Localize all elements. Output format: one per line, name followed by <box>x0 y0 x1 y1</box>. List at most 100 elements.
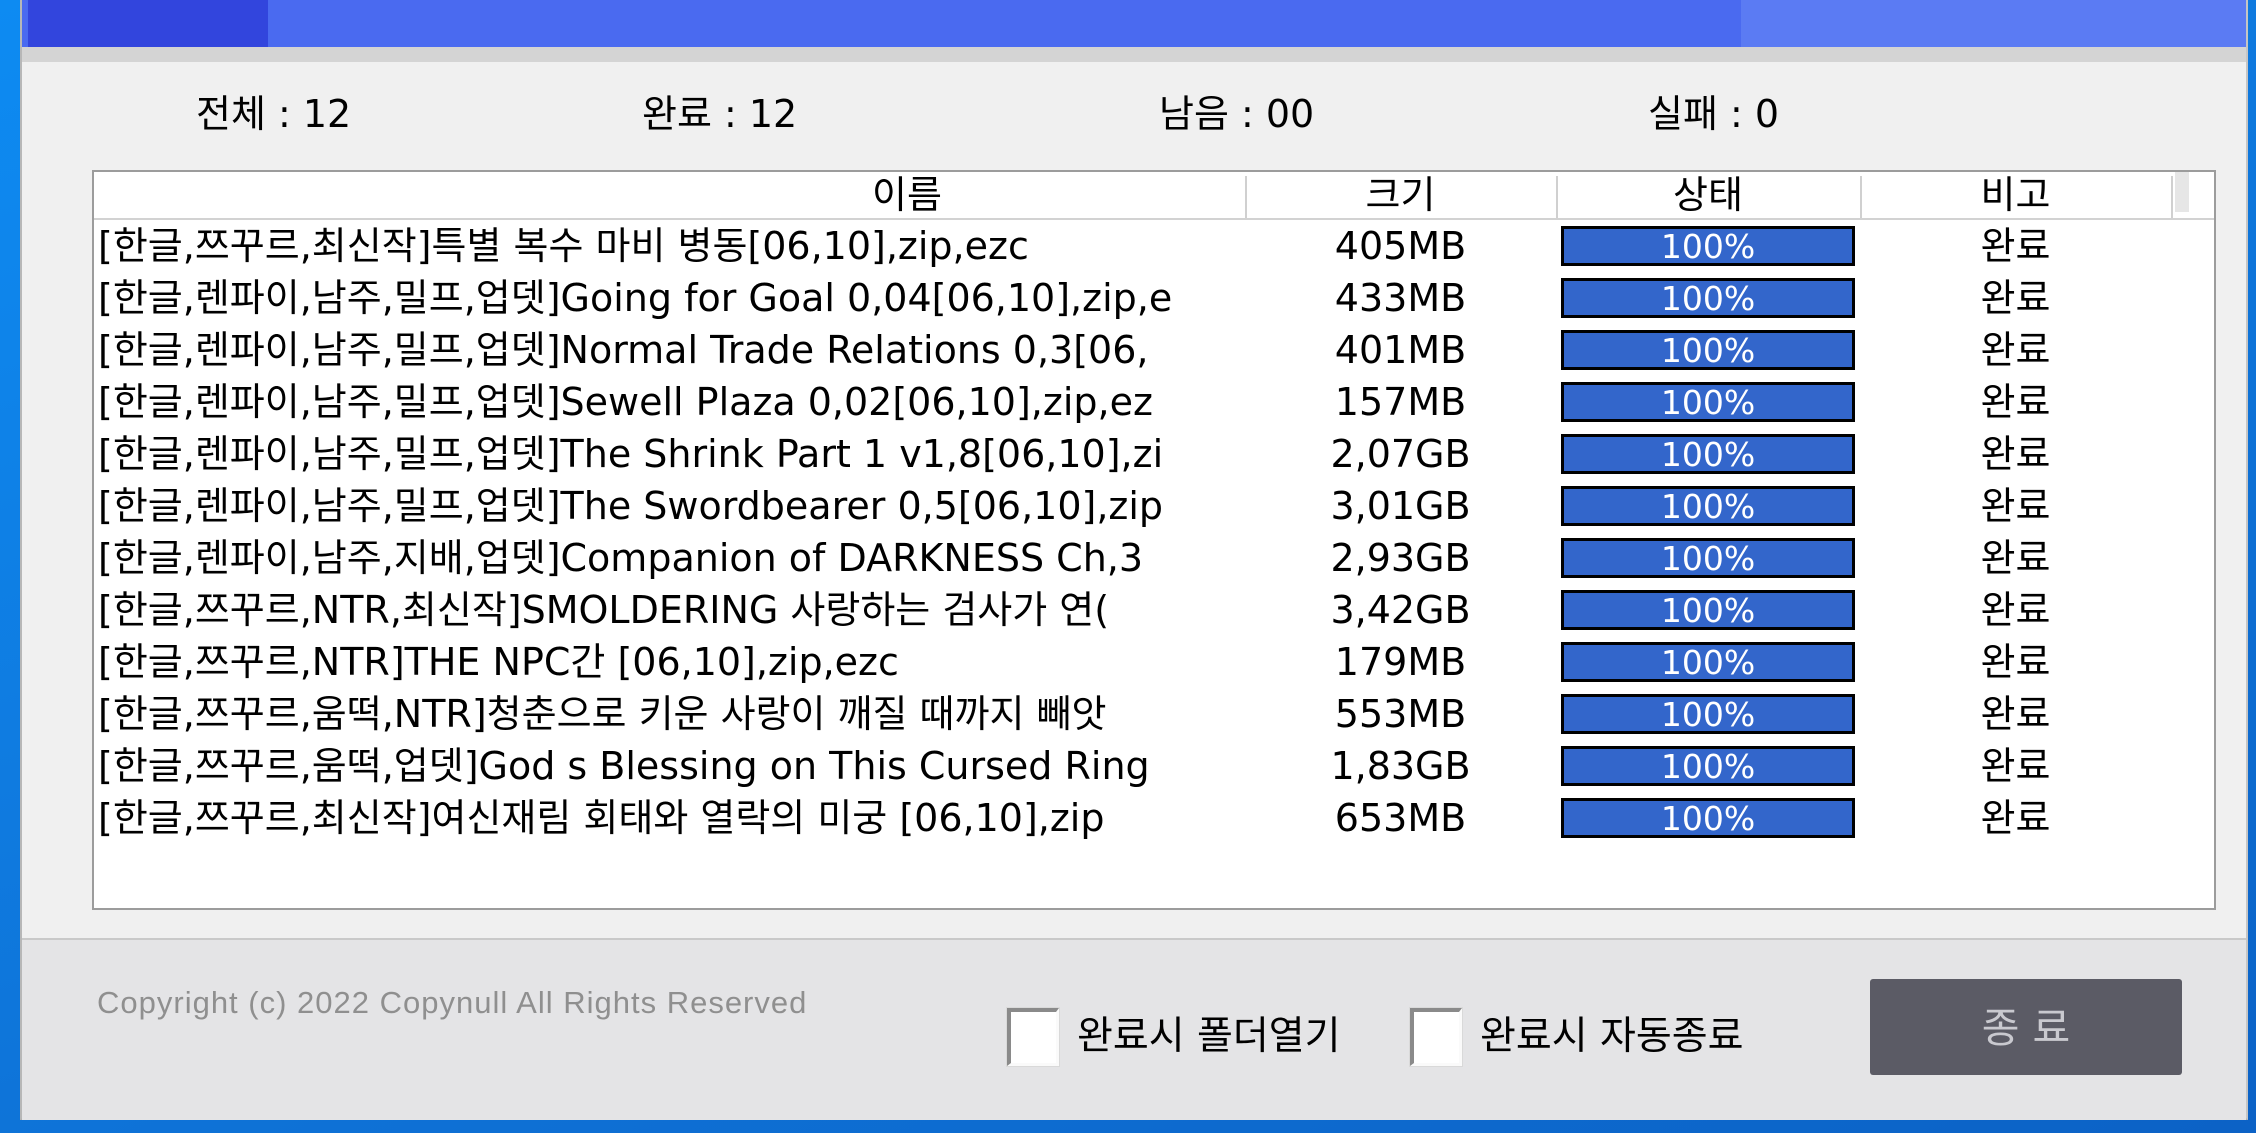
cell-status: 100% <box>1556 324 1860 376</box>
progress-bar: 100% <box>1561 382 1855 422</box>
table-row[interactable]: [한글,쯔꾸르,NTR]THE NPC간 [06,10],zip,ezc 179… <box>94 636 2214 688</box>
progress-bar: 100% <box>1561 746 1855 786</box>
cell-size: 401MB <box>1334 328 1467 372</box>
progress-bar: 100% <box>1561 642 1855 682</box>
cell-status: 100% <box>1556 480 1860 532</box>
cell-name: [한글,쯔꾸르,NTR,최신작]SMOLDERING 사랑하는 검사가 연( <box>98 588 1110 632</box>
checkbox-open-folder-box <box>1007 1008 1059 1066</box>
cell-size: 2,07GB <box>1330 432 1471 476</box>
cell-name: [한글,렌파이,남주,밀프,업뎃]Sewell Plaza 0,02[06,10… <box>98 380 1153 424</box>
table-row[interactable]: [한글,렌파이,남주,밀프,업뎃]Sewell Plaza 0,02[06,10… <box>94 376 2214 428</box>
cell-status: 100% <box>1556 740 1860 792</box>
cell-size: 653MB <box>1334 796 1467 840</box>
cell-name: [한글,쯔꾸르,NTR]THE NPC간 [06,10],zip,ezc <box>98 640 899 684</box>
cell-size: 433MB <box>1334 276 1467 320</box>
header-divider <box>1860 176 1862 218</box>
cell-remark: 완료 <box>1980 380 2051 424</box>
table-row[interactable]: [한글,쯔꾸르,최신작]여신재림 회태와 열락의 미궁 [06,10],zip … <box>94 792 2214 844</box>
footer-panel: Copyright (c) 2022 Copynull All Rights R… <box>22 938 2246 1120</box>
progress-bar: 100% <box>1561 590 1855 630</box>
stat-complete: 완료 : 12 <box>642 92 798 136</box>
progress-bar: 100% <box>1561 486 1855 526</box>
cell-remark: 완료 <box>1980 276 2051 320</box>
cell-status: 100% <box>1556 532 1860 584</box>
cell-remark: 완료 <box>1980 640 2051 684</box>
progress-bar-label: 100% <box>1660 643 1756 682</box>
cell-size: 3,42GB <box>1330 588 1471 632</box>
cell-status: 100% <box>1556 428 1860 480</box>
cell-status: 100% <box>1556 376 1860 428</box>
cell-name: [한글,렌파이,남주,지배,업뎃]Companion of DARKNESS C… <box>98 536 1144 580</box>
cell-remark: 완료 <box>1980 328 2051 372</box>
cell-size: 157MB <box>1334 380 1467 424</box>
cell-status: 100% <box>1556 792 1860 844</box>
cell-remark: 완료 <box>1980 224 2051 268</box>
cell-remark: 완료 <box>1980 536 2051 580</box>
stat-remaining: 남음 : 00 <box>1159 92 1315 136</box>
header-remark[interactable]: 비고 <box>1980 173 2051 217</box>
table-row[interactable]: [한글,렌파이,남주,밀프,업뎃]The Swordbearer 0,5[06,… <box>94 480 2214 532</box>
progress-bar: 100% <box>1561 538 1855 578</box>
table-row[interactable]: [한글,렌파이,남주,밀프,업뎃]Going for Goal 0,04[06,… <box>94 272 2214 324</box>
table-row[interactable]: [한글,쯔꾸르,NTR,최신작]SMOLDERING 사랑하는 검사가 연( 3… <box>94 584 2214 636</box>
cell-status: 100% <box>1556 584 1860 636</box>
progress-bar: 100% <box>1561 330 1855 370</box>
cell-name: [한글,쯔꾸르,최신작]여신재림 회태와 열락의 미궁 [06,10],zip <box>98 796 1105 840</box>
cell-size: 179MB <box>1334 640 1467 684</box>
exit-button[interactable]: 종 료 <box>1870 979 2182 1075</box>
cell-size: 405MB <box>1334 224 1467 268</box>
copyright-text: Copyright (c) 2022 Copynull All Rights R… <box>97 985 808 1020</box>
table-row[interactable]: [한글,렌파이,남주,지배,업뎃]Companion of DARKNESS C… <box>94 532 2214 584</box>
cell-name: [한글,렌파이,남주,밀프,업뎃]The Shrink Part 1 v1,8[… <box>98 432 1164 476</box>
progress-bar: 100% <box>1561 434 1855 474</box>
progress-bar: 100% <box>1561 226 1855 266</box>
table-row[interactable]: [한글,쯔꾸르,최신작]특별 복수 마비 병동[06,10],zip,ezc 4… <box>94 220 2214 272</box>
cell-status: 100% <box>1556 220 1860 272</box>
header-size[interactable]: 크기 <box>1365 173 1436 217</box>
checkbox-open-folder-label: 완료시 폴더열기 <box>1077 1014 1341 1059</box>
table-row[interactable]: [한글,쯔꾸르,움떡,NTR]청춘으로 키운 사랑이 깨질 때까지 빼앗 553… <box>94 688 2214 740</box>
download-manager-window: 전체 : 12 완료 : 12 남음 : 00 실패 : 0 이름 크기 상태 … <box>20 0 2248 1120</box>
progress-bar-label: 100% <box>1660 539 1756 578</box>
title-bar-dark-segment <box>28 0 268 47</box>
cell-name: [한글,쯔꾸르,움떡,NTR]청춘으로 키운 사랑이 깨질 때까지 빼앗 <box>98 692 1107 736</box>
table-row[interactable]: [한글,렌파이,남주,밀프,업뎃]The Shrink Part 1 v1,8[… <box>94 428 2214 480</box>
table-row[interactable]: [한글,쯔꾸르,움떡,업뎃]God s Blessing on This Cur… <box>94 740 2214 792</box>
cell-name: [한글,쯔꾸르,움떡,업뎃]God s Blessing on This Cur… <box>98 744 1150 788</box>
cell-name: [한글,렌파이,남주,밀프,업뎃]Going for Goal 0,04[06,… <box>98 276 1173 320</box>
progress-bar: 100% <box>1561 798 1855 838</box>
checkbox-auto-exit-box <box>1410 1008 1462 1066</box>
header-name[interactable]: 이름 <box>872 173 942 217</box>
progress-bar-label: 100% <box>1660 487 1756 526</box>
title-bar-light-segment <box>1741 0 2246 47</box>
cell-remark: 완료 <box>1980 432 2051 476</box>
cell-status: 100% <box>1556 688 1860 740</box>
cell-size: 2,93GB <box>1330 536 1471 580</box>
progress-bar: 100% <box>1561 278 1855 318</box>
progress-bar-label: 100% <box>1660 227 1756 266</box>
progress-bar-label: 100% <box>1660 383 1756 422</box>
stat-failed: 실패 : 0 <box>1648 92 1780 136</box>
cell-remark: 완료 <box>1980 796 2051 840</box>
cell-name: [한글,쯔꾸르,최신작]특별 복수 마비 병동[06,10],zip,ezc <box>98 224 1029 268</box>
download-list[interactable]: 이름 크기 상태 비고 [한글,쯔꾸르,최신작]특별 복수 마비 병동[06,1… <box>92 170 2216 910</box>
table-rows: [한글,쯔꾸르,최신작]특별 복수 마비 병동[06,10],zip,ezc 4… <box>94 220 2214 844</box>
progress-bar-label: 100% <box>1660 279 1756 318</box>
title-bar[interactable] <box>22 0 2246 47</box>
cell-name: [한글,렌파이,남주,밀프,업뎃]The Swordbearer 0,5[06,… <box>98 484 1164 528</box>
cell-name: [한글,렌파이,남주,밀프,업뎃]Normal Trade Relations … <box>98 328 1149 372</box>
cell-remark: 완료 <box>1980 588 2051 632</box>
header-divider <box>1245 176 1247 218</box>
cell-size: 1,83GB <box>1330 744 1471 788</box>
window-frame-strip <box>22 47 2246 62</box>
progress-bar-label: 100% <box>1660 435 1756 474</box>
table-row[interactable]: [한글,렌파이,남주,밀프,업뎃]Normal Trade Relations … <box>94 324 2214 376</box>
stat-total: 전체 : 12 <box>196 92 352 136</box>
cell-status: 100% <box>1556 272 1860 324</box>
header-status[interactable]: 상태 <box>1673 173 1743 217</box>
cell-status: 100% <box>1556 636 1860 688</box>
header-extra-strip <box>2175 172 2189 212</box>
progress-bar-label: 100% <box>1660 331 1756 370</box>
cell-size: 553MB <box>1334 692 1467 736</box>
